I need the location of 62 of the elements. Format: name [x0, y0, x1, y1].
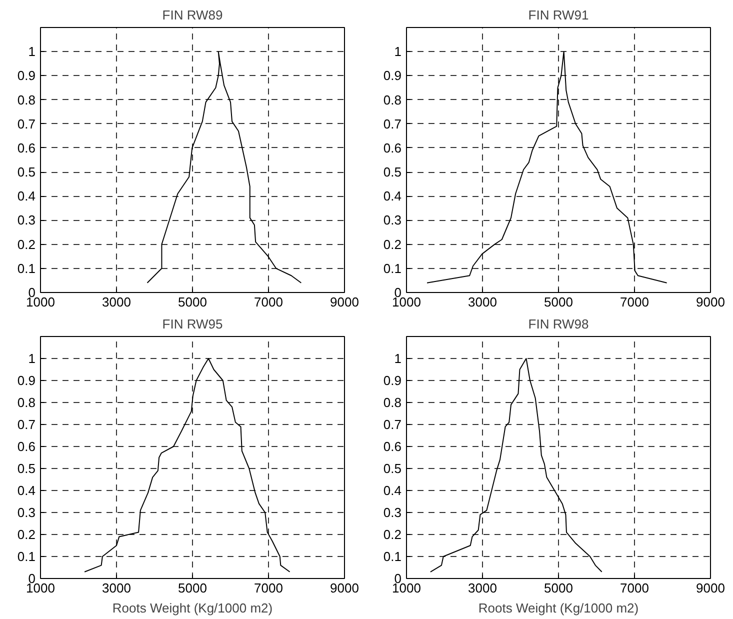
y-tick-label: 1	[394, 351, 402, 366]
y-tick-label: 0.7	[17, 417, 36, 432]
y-tick-label: 1	[28, 351, 36, 366]
y-tick-label: 0.3	[17, 212, 36, 228]
x-tick-label: 5000	[544, 580, 573, 596]
y-tick-label: 1	[394, 44, 402, 60]
y-tick-label: 0.1	[383, 549, 402, 564]
y-tick-label: 0.1	[17, 260, 36, 276]
x-tick-label: 3000	[468, 580, 497, 596]
x-tick-label: 9000	[696, 580, 725, 596]
y-tick-label: 0.6	[383, 439, 402, 454]
y-tick-label: 0.9	[17, 373, 36, 388]
chart-title: FIN RW95	[162, 316, 223, 332]
y-tick-label: 1	[28, 44, 36, 60]
y-tick-label: 0.5	[17, 461, 36, 476]
y-tick-label: 0.4	[383, 483, 402, 498]
y-tick-label: 0.2	[383, 527, 402, 542]
y-tick-label: 0.3	[383, 505, 402, 520]
chart-title: FIN RW91	[528, 8, 589, 22]
x-tick-label: 7000	[254, 580, 283, 596]
y-tick-label: 0.9	[383, 68, 402, 84]
x-tick-label: 9000	[330, 580, 359, 596]
x-tick-label: 3000	[468, 294, 497, 310]
x-tick-label: 7000	[254, 294, 283, 310]
chart-title: FIN RW89	[162, 8, 223, 22]
y-tick-label: 0.7	[383, 417, 402, 432]
y-tick-label: 0.9	[383, 373, 402, 388]
y-tick-label: 0.1	[17, 549, 36, 564]
x-tick-label: 3000	[102, 580, 131, 596]
y-tick-label: 0.8	[383, 92, 402, 108]
x-tick-label: 9000	[696, 294, 725, 310]
x-tick-label: 5000	[544, 294, 573, 310]
x-tick-label: 9000	[330, 294, 359, 310]
y-tick-label: 0.8	[17, 395, 36, 410]
y-tick-label: 0.6	[17, 439, 36, 454]
y-tick-label: 0.6	[383, 140, 402, 156]
y-tick-label: 0.2	[17, 236, 36, 252]
y-tick-label: 0.2	[17, 527, 36, 542]
y-tick-label: 0.6	[17, 140, 36, 156]
chart-title: FIN RW98	[528, 316, 589, 332]
x-tick-label: 7000	[620, 580, 649, 596]
y-tick-label: 0.1	[383, 260, 402, 276]
y-tick-label: 0.4	[17, 188, 36, 204]
y-tick-label: 0.5	[383, 164, 402, 180]
x-tick-label: 5000	[178, 580, 207, 596]
y-tick-label: 0.3	[383, 212, 402, 228]
y-tick-label: 0.8	[383, 395, 402, 410]
y-tick-label: 0.8	[17, 92, 36, 108]
x-tick-label: 3000	[102, 294, 131, 310]
y-tick-label: 0.2	[383, 236, 402, 252]
x-axis-title: Roots Weight (Kg/1000 m2)	[478, 600, 639, 616]
x-tick-label: 5000	[178, 294, 207, 310]
y-tick-label: 0.7	[383, 116, 402, 132]
x-axis-title: Roots Weight (Kg/1000 m2)	[112, 600, 273, 616]
y-tick-label: 0.5	[383, 461, 402, 476]
y-tick-label: 0.7	[17, 116, 36, 132]
y-tick-label: 0.4	[17, 483, 36, 498]
y-tick-label: 0.5	[17, 164, 36, 180]
y-tick-label: 0.4	[383, 188, 402, 204]
y-tick-label: 0.3	[17, 505, 36, 520]
y-tick-label: 0.9	[17, 68, 36, 84]
x-tick-label: 7000	[620, 294, 649, 310]
